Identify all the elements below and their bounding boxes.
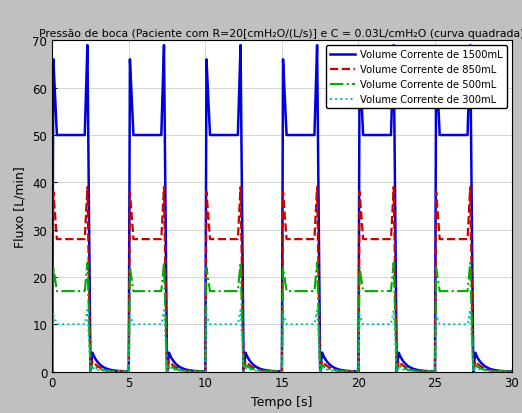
- Volume Corrente de 500mL: [392, 299, 398, 304]
- Line: Volume Corrente de 850mL: Volume Corrente de 850mL: [52, 188, 512, 372]
- Volume Corrente de 850mL: [443, 237, 449, 242]
- Volume Corrente de 1500mL: [258, 367, 265, 372]
- Volume Corrente de 850mL: [438, 237, 445, 242]
- Volume Corrente de 1500mL: [508, 369, 515, 374]
- Line: Volume Corrente de 500mL: Volume Corrente de 500mL: [52, 263, 512, 372]
- Volume Corrente de 300mL: [361, 322, 367, 327]
- Volume Corrente de 300mL: [258, 369, 265, 374]
- Volume Corrente de 1500mL: [49, 369, 55, 374]
- Volume Corrente de 850mL: [361, 237, 367, 242]
- Title: Pressão de boca (Paciente com R=20[cmH₂O/(L/s)] e C = 0.03L/cmH₂O (curva quadrad: Pressão de boca (Paciente com R=20[cmH₂O…: [39, 29, 522, 39]
- Volume Corrente de 500mL: [258, 368, 265, 373]
- Volume Corrente de 300mL: [374, 322, 381, 327]
- Volume Corrente de 300mL: [443, 322, 449, 327]
- Volume Corrente de 500mL: [361, 289, 367, 294]
- Volume Corrente de 300mL: [84, 308, 90, 313]
- Line: Volume Corrente de 1500mL: Volume Corrente de 1500mL: [52, 46, 512, 372]
- Legend: Volume Corrente de 1500mL, Volume Corrente de 850mL, Volume Corrente de 500mL, V: Volume Corrente de 1500mL, Volume Corren…: [326, 46, 506, 109]
- Volume Corrente de 1500mL: [374, 133, 381, 138]
- Volume Corrente de 300mL: [438, 322, 445, 327]
- Volume Corrente de 500mL: [443, 289, 449, 294]
- Volume Corrente de 850mL: [392, 250, 398, 255]
- X-axis label: Tempo [s]: Tempo [s]: [251, 395, 313, 408]
- Volume Corrente de 850mL: [374, 237, 381, 242]
- Volume Corrente de 1500mL: [84, 43, 90, 48]
- Volume Corrente de 500mL: [84, 261, 90, 266]
- Volume Corrente de 850mL: [258, 368, 265, 373]
- Volume Corrente de 1500mL: [392, 158, 398, 163]
- Line: Volume Corrente de 300mL: Volume Corrente de 300mL: [52, 310, 512, 372]
- Volume Corrente de 850mL: [84, 185, 90, 190]
- Volume Corrente de 850mL: [49, 369, 55, 374]
- Volume Corrente de 300mL: [508, 369, 515, 374]
- Volume Corrente de 1500mL: [361, 133, 367, 138]
- Volume Corrente de 300mL: [392, 330, 398, 335]
- Volume Corrente de 500mL: [49, 369, 55, 374]
- Y-axis label: Fluxo [L/min]: Fluxo [L/min]: [14, 166, 27, 247]
- Volume Corrente de 500mL: [508, 369, 515, 374]
- Volume Corrente de 1500mL: [438, 133, 445, 138]
- Volume Corrente de 300mL: [49, 369, 55, 374]
- Volume Corrente de 850mL: [508, 369, 515, 374]
- Volume Corrente de 500mL: [438, 289, 445, 294]
- Volume Corrente de 500mL: [374, 289, 381, 294]
- Volume Corrente de 1500mL: [443, 133, 449, 138]
